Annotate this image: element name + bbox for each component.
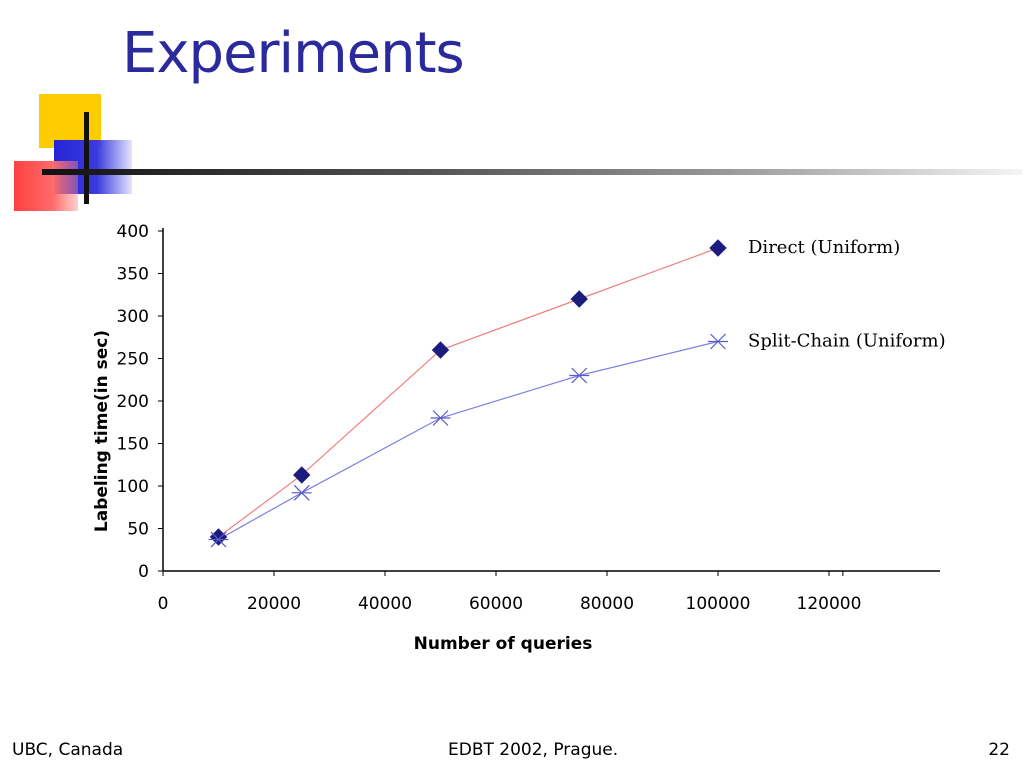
x-tick-label: 120000 <box>797 594 862 614</box>
footer-affiliation: UBC, Canada <box>12 740 124 760</box>
x-axis-title: Number of queries <box>414 634 593 654</box>
legend-label-0: Direct (Uniform) <box>748 237 900 258</box>
legend-label-1: Split-Chain (Uniform) <box>748 331 946 352</box>
y-tick-label: 350 <box>117 265 149 285</box>
star-stroke <box>293 484 310 501</box>
x-tick-label: 80000 <box>580 594 634 614</box>
y-tick-label: 100 <box>117 477 149 497</box>
decor-vertical-line <box>84 112 89 204</box>
y-tick-label: 50 <box>127 520 149 540</box>
y-axis-title: Labeling time(in sec) <box>92 330 112 532</box>
chart-series-lines <box>218 247 719 541</box>
decor-horizontal-rule <box>42 169 1022 175</box>
y-tick-label: 0 <box>138 562 149 582</box>
chart-series-markers <box>208 239 728 548</box>
x-tick-label: 100000 <box>686 594 751 614</box>
chart-axes <box>162 228 940 572</box>
data-point-direct <box>709 239 727 257</box>
star-stroke <box>432 410 449 426</box>
y-tick-label: 300 <box>117 307 149 327</box>
star-stroke <box>210 531 227 548</box>
x-tick-label: 40000 <box>358 594 412 614</box>
y-tick-label: 200 <box>117 392 149 412</box>
data-point-split-chain <box>208 531 229 548</box>
chart-ticks: 0 50 100 150 200 250 300 350 400 0 20000 40000 60000… <box>117 222 862 614</box>
decor-yellow-square <box>39 94 101 148</box>
data-point-split-chain <box>569 367 590 384</box>
y-tick-label: 250 <box>117 350 149 370</box>
x-tick-label: 20000 <box>247 594 301 614</box>
chart-legend: Direct (Uniform) Split-Chain (Uniform) <box>748 237 946 352</box>
star-stroke <box>571 367 588 384</box>
footer-page-number: 22 <box>988 740 1010 760</box>
data-point-split-chain <box>291 484 312 501</box>
data-point-direct <box>570 290 588 308</box>
data-point-direct <box>293 466 311 484</box>
y-tick-label: 400 <box>117 222 149 242</box>
x-tick-label: 60000 <box>469 594 523 614</box>
data-point-split-chain <box>708 333 728 350</box>
series-line-1 <box>218 340 719 541</box>
footer-conference: EDBT 2002, Prague. <box>448 740 619 760</box>
slide-title: Experiments <box>122 21 465 86</box>
data-point-split-chain <box>430 410 451 426</box>
series-line-0 <box>218 247 719 538</box>
data-point-direct <box>431 341 450 359</box>
data-point-direct <box>209 528 228 546</box>
y-tick-label: 150 <box>117 435 149 455</box>
star-stroke <box>710 333 726 350</box>
x-tick-label: 0 <box>158 594 169 614</box>
